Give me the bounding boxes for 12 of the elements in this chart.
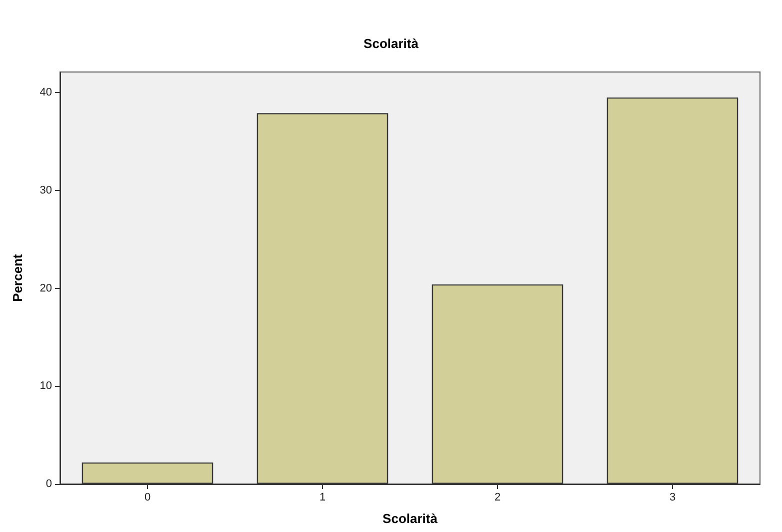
x-axis-title: Scolarità (382, 511, 438, 526)
x-tick-label: 2 (494, 492, 501, 504)
y-tick-label: 10 (40, 380, 52, 392)
x-tick-label: 3 (669, 492, 676, 504)
y-tick-label: 30 (40, 184, 52, 196)
y-tick-label: 20 (40, 282, 52, 294)
chart-title: Scolarità (364, 36, 420, 51)
y-tick-label: 0 (46, 478, 52, 490)
x-tick-label: 0 (144, 492, 151, 504)
x-tick-label: 1 (319, 492, 326, 504)
y-tick-label: 40 (40, 86, 52, 99)
y-axis-title: Percent (10, 253, 25, 302)
